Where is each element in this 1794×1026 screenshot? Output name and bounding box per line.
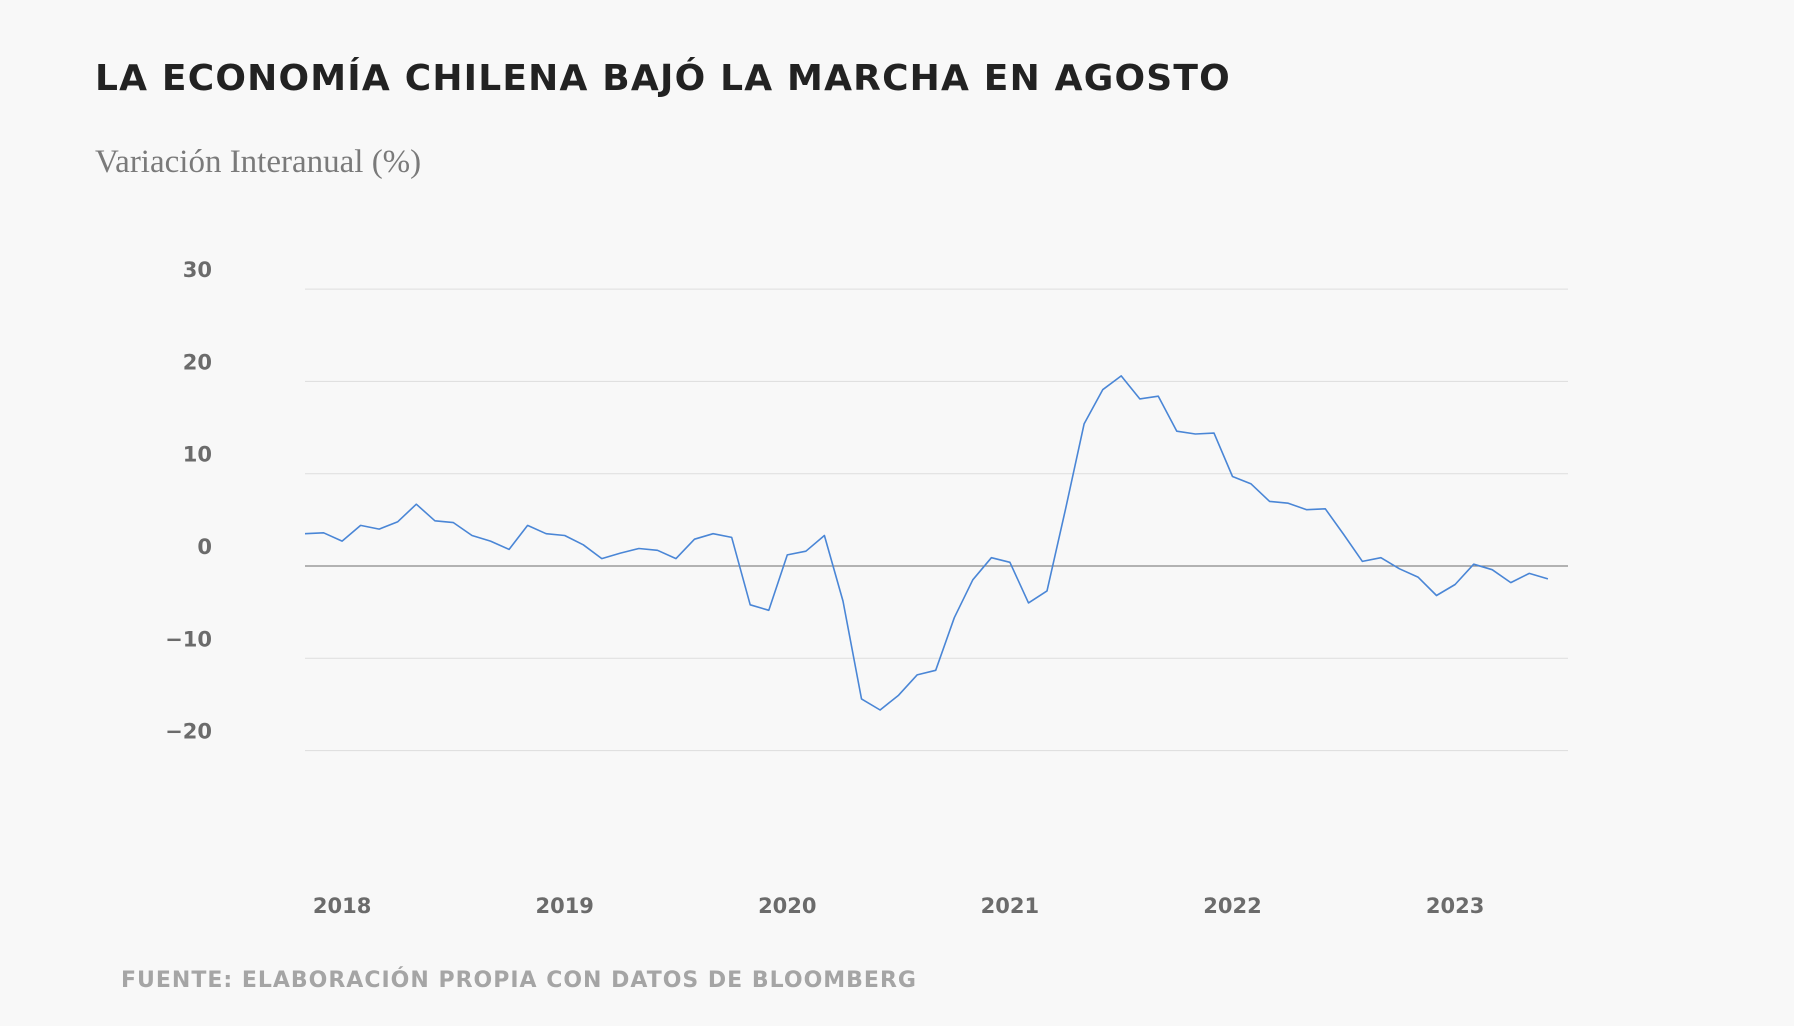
chart-subtitle: Variación Interanual (%): [95, 144, 422, 180]
x-tick-label: 2022: [1203, 894, 1261, 918]
y-axis-ticks: 30 20 10 0 −10 −20: [165, 258, 212, 743]
x-tick-label: 2018: [313, 894, 371, 918]
series-line: [304, 375, 1549, 711]
x-tick-label: 2019: [535, 894, 593, 918]
y-tick-label: −10: [165, 627, 212, 651]
chart-title: LA ECONOMÍA CHILENA BAJÓ LA MARCHA EN AG…: [95, 58, 1231, 99]
x-tick-label: 2021: [981, 894, 1039, 918]
x-axis-ticks: 2018 2019 2020 2021 2022 2023: [313, 894, 1484, 918]
x-tick-label: 2020: [758, 894, 816, 918]
y-tick-label: −20: [165, 720, 212, 744]
y-tick-label: 20: [183, 350, 212, 374]
y-tick-label: 10: [183, 443, 212, 467]
source-note: FUENTE: ELABORACIÓN PROPIA CON DATOS DE …: [121, 968, 917, 993]
grid-lines: [305, 288, 1568, 752]
series-layer: [304, 375, 1549, 711]
y-tick-label: 0: [197, 535, 212, 559]
x-tick-label: 2023: [1426, 894, 1484, 918]
y-tick-label: 30: [183, 258, 212, 282]
